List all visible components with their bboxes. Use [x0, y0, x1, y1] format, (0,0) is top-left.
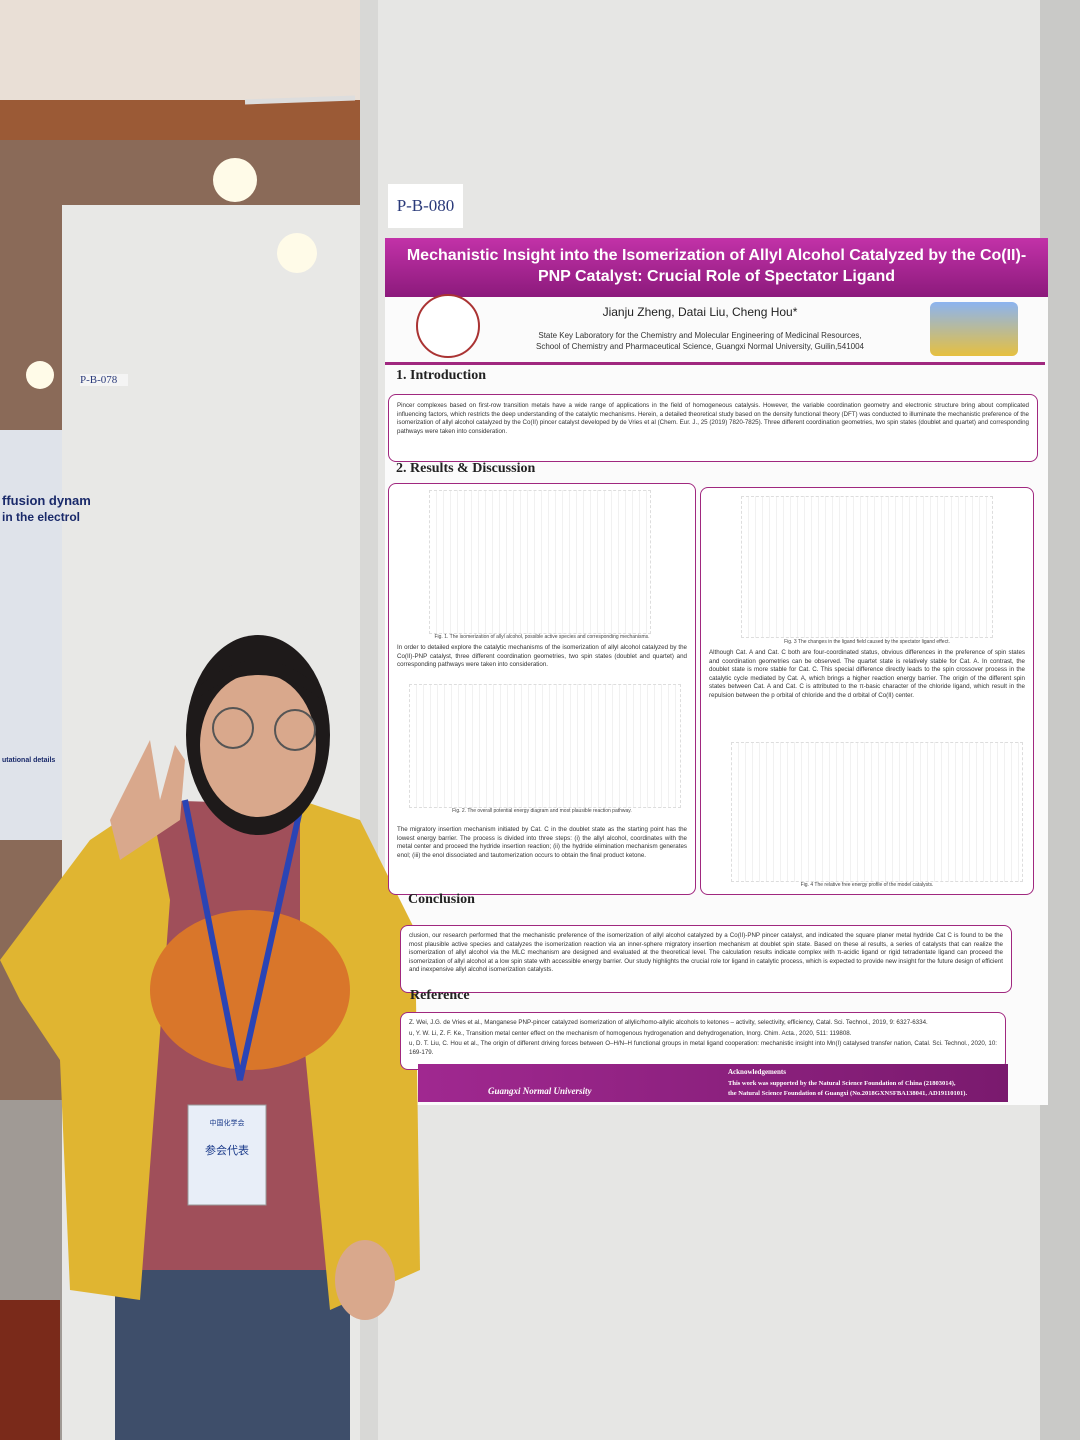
neighbor-section: utational details [2, 757, 56, 764]
ack-text: the Natural Science Foundation of Guangx… [728, 1090, 968, 1097]
divider [385, 362, 1045, 365]
reference-item: u, D. T. Liu, C. Hou et al., The origin … [409, 1040, 997, 1056]
neighbor-board-number: P-B-078 [80, 374, 128, 386]
lamp [277, 233, 317, 273]
lamp [213, 158, 257, 202]
glasses [274, 709, 316, 751]
footer: Guangxi Normal University Acknowledgemen… [418, 1064, 1008, 1102]
figure [409, 684, 681, 808]
figure-caption: Fig. 1. The isomerization of allyl alcoh… [434, 634, 650, 640]
lanyard [182, 799, 303, 1081]
board-number: P-B-080 [388, 184, 463, 228]
glasses [212, 707, 254, 749]
neighbor-title: in the electrol [2, 510, 81, 524]
section-heading: Conclusion [408, 892, 475, 907]
conclusion-box: clusion, our research performed that the… [400, 925, 1012, 993]
affiliation: School of Chemistry and Pharmaceutical S… [535, 342, 864, 351]
ack-text: This work was supported by the Natural S… [728, 1080, 956, 1087]
reference-item: u, Y. W. Li, Z. F. Ke., Transition metal… [409, 1029, 852, 1037]
figure [731, 742, 1023, 882]
jacket-left [0, 800, 170, 1300]
section-heading: 1. Introduction [396, 368, 486, 383]
neighbor-title: ffusion dynam [2, 493, 91, 508]
carpet [0, 1300, 60, 1440]
badge [187, 1104, 267, 1206]
neighbor-poster [0, 430, 70, 840]
section-heading: Reference [410, 988, 470, 1003]
ack-heading: Acknowledgements [728, 1068, 786, 1076]
intro-box: Pincer complexes based on first-row tran… [388, 394, 1038, 462]
hand [335, 1240, 395, 1320]
figure-caption: Fig. 4 The relative free energy profile … [800, 882, 934, 888]
authors: Jianju Zheng, Datai Liu, Cheng Hou* [602, 305, 798, 319]
badge-org: 中国化学会 [209, 1120, 245, 1127]
figure-caption: Fig. 2. The overall potential energy dia… [452, 808, 632, 814]
lamp-arm [244, 95, 356, 105]
gate-image [930, 302, 1018, 356]
reference-item: Z. Wei, J.G. de Vries et al., Manganese … [409, 1019, 928, 1026]
figure [741, 496, 993, 638]
figure [429, 490, 651, 634]
face [200, 673, 316, 817]
beam [0, 100, 360, 140]
bangs [195, 660, 322, 700]
hand [110, 740, 185, 860]
paragraph: In order to detailed explore the catalyt… [397, 644, 687, 669]
intro-text: Pincer complexes based on first-row tran… [397, 402, 1029, 435]
figure-caption: Fig. 3 The changes in the ligand field c… [784, 639, 950, 645]
paragraph: The migratory insertion mechanism initia… [397, 826, 687, 859]
conclusion-text: clusion, our research performed that the… [409, 932, 1003, 974]
poster-title: Mechanistic Insight into the Isomerizati… [385, 238, 1048, 297]
badge-role: 参会代表 [205, 1145, 249, 1157]
section-heading: 2. Results & Discussion [396, 461, 536, 476]
lamp [26, 361, 54, 389]
paragraph: Although Cat. A and Cat. C both are four… [709, 649, 1025, 699]
jacket-right [300, 800, 420, 1310]
results-left-box: Fig. 1. The isomerization of allyl alcoh… [388, 483, 696, 895]
reference-box: Z. Wei, J.G. de Vries et al., Manganese … [400, 1012, 1006, 1070]
university-logo [416, 294, 480, 358]
university-name: Guangxi Normal University [488, 1086, 592, 1096]
pumpkin [150, 910, 350, 1070]
affiliation: State Key Laboratory for the Chemistry a… [538, 331, 862, 340]
results-right-box: Fig. 3 The changes in the ligand field c… [700, 487, 1034, 895]
